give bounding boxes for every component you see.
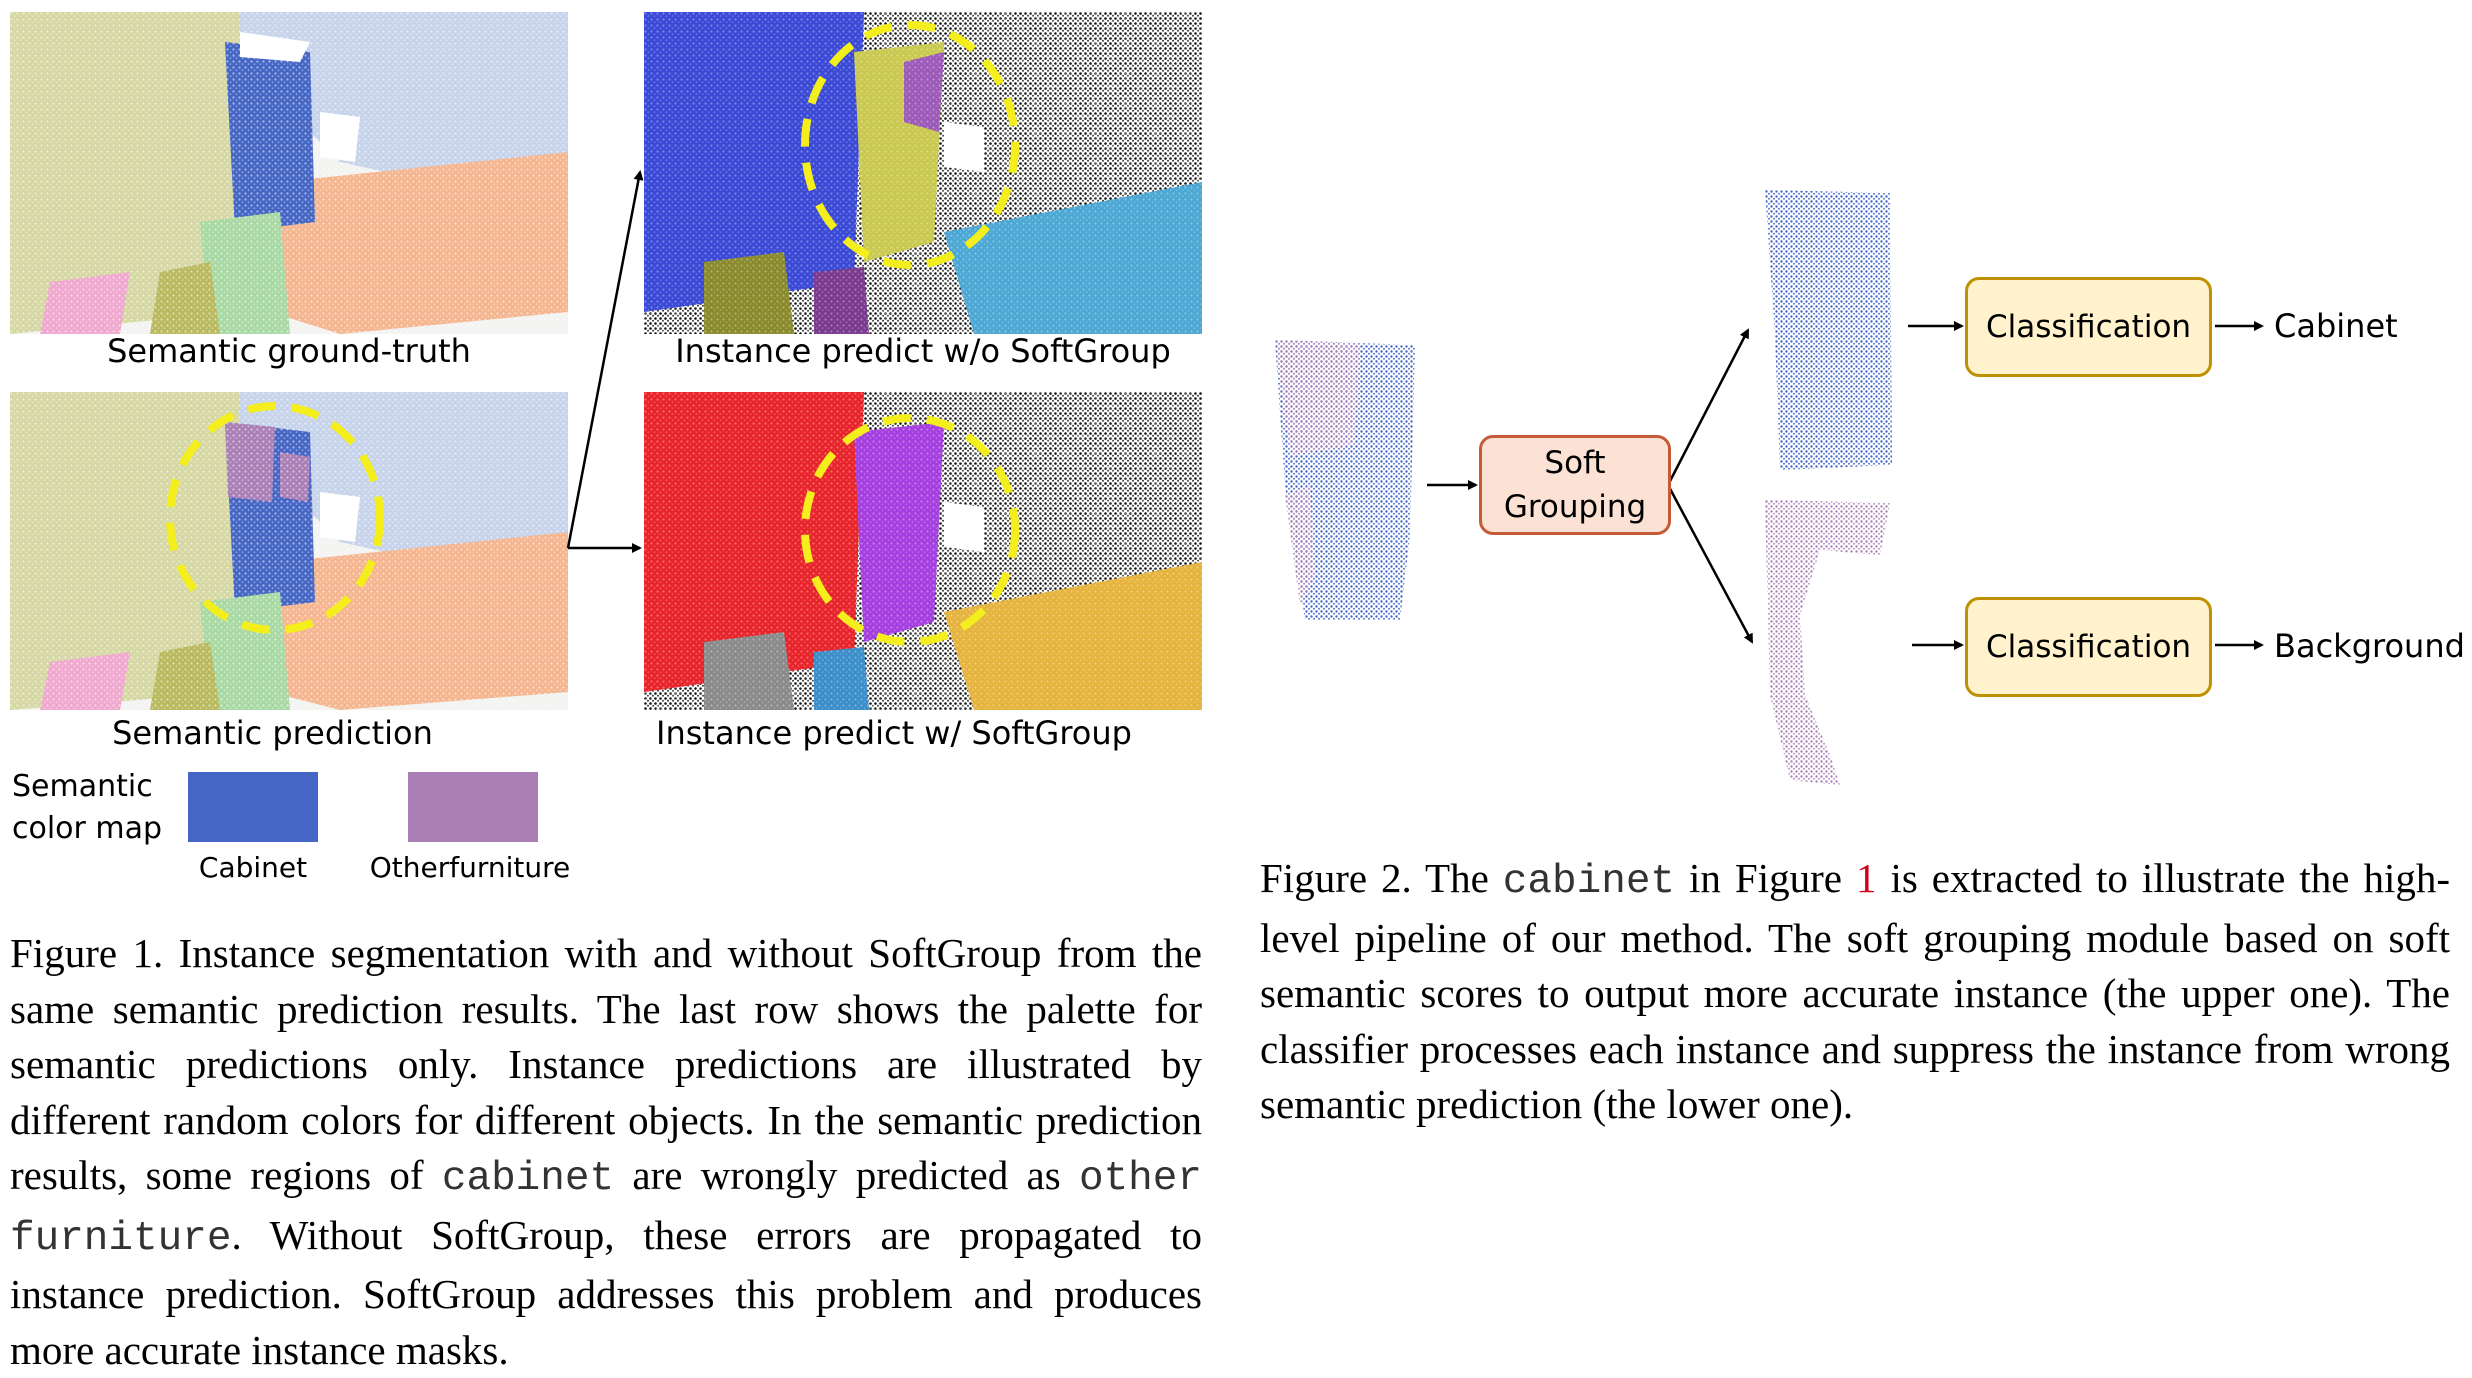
output-instance-background-pointcloud (1760, 495, 1900, 790)
legend-label-otherfurniture: Otherfurniture (369, 851, 571, 884)
classification-box-lower: Classification (1965, 597, 2212, 697)
color-map-title-line2: color map (12, 811, 163, 846)
figure1-caption-part3: . Without SoftGroup, these errors are pr… (10, 1211, 1202, 1373)
arrow-softgroup-to-upper (1666, 328, 1750, 486)
output-label-background: Background (2274, 627, 2465, 665)
figure2-caption-code-cabinet: cabinet (1502, 859, 1676, 905)
figure1-caption-part2: are wrongly predicted as (614, 1152, 1079, 1198)
figure2-caption-figure-ref-link[interactable]: 1 (1855, 855, 1877, 901)
highlight-ellipse-instance-with (801, 414, 1019, 646)
arrow-to-instance-without (566, 170, 644, 549)
color-map-title: Semantic color map (12, 766, 162, 850)
figure2-caption-mid: in Figure (1675, 855, 1856, 901)
legend-label-cabinet: Cabinet (198, 851, 308, 884)
label-instance-with-softgroup: Instance predict w/ SoftGroup (656, 714, 1132, 752)
soft-grouping-line1: Soft (1544, 445, 1606, 481)
panel-semantic-prediction (10, 392, 568, 710)
arrow-softgroup-to-lower (1666, 484, 1754, 644)
swatch-otherfurniture (408, 772, 538, 842)
output-label-cabinet: Cabinet (2274, 307, 2398, 345)
highlight-ellipse-instance-without (801, 21, 1019, 269)
figure1-caption-code-cabinet: cabinet (441, 1156, 615, 1202)
figure2-caption-prefix: Figure 2. The (1260, 855, 1503, 901)
panel-instance-with-softgroup (644, 392, 1202, 710)
label-semantic-ground-truth: Semantic ground-truth (107, 332, 471, 370)
input-instance-pointcloud (1270, 335, 1422, 625)
figure1-caption-part1: Figure 1. Instance segmentation with and… (10, 930, 1202, 1198)
figure2-caption: Figure 2. The cabinet in Figure 1 is ext… (1260, 851, 2450, 1133)
color-map-title-line1: Semantic (12, 769, 153, 804)
panel-instance-without-softgroup (644, 12, 1202, 334)
output-instance-cabinet-pointcloud (1760, 185, 1900, 475)
figure2-caption-rest: is extracted to illustrate the high-leve… (1260, 855, 2451, 1127)
soft-grouping-line2: Grouping (1503, 489, 1647, 525)
classification-box-upper: Classification (1965, 277, 2212, 377)
figure1-caption-code-other-furniture: other furniture (10, 1156, 1202, 1262)
figure1-caption: Figure 1. Instance segmentation with and… (10, 926, 1202, 1378)
label-instance-without-softgroup: Instance predict w/o SoftGroup (675, 332, 1171, 370)
panel-semantic-ground-truth (10, 12, 568, 334)
highlight-ellipse-semantic-prediction (166, 402, 384, 634)
label-semantic-prediction: Semantic prediction (112, 714, 433, 752)
soft-grouping-box: Soft Grouping (1479, 435, 1671, 535)
swatch-cabinet (188, 772, 318, 842)
